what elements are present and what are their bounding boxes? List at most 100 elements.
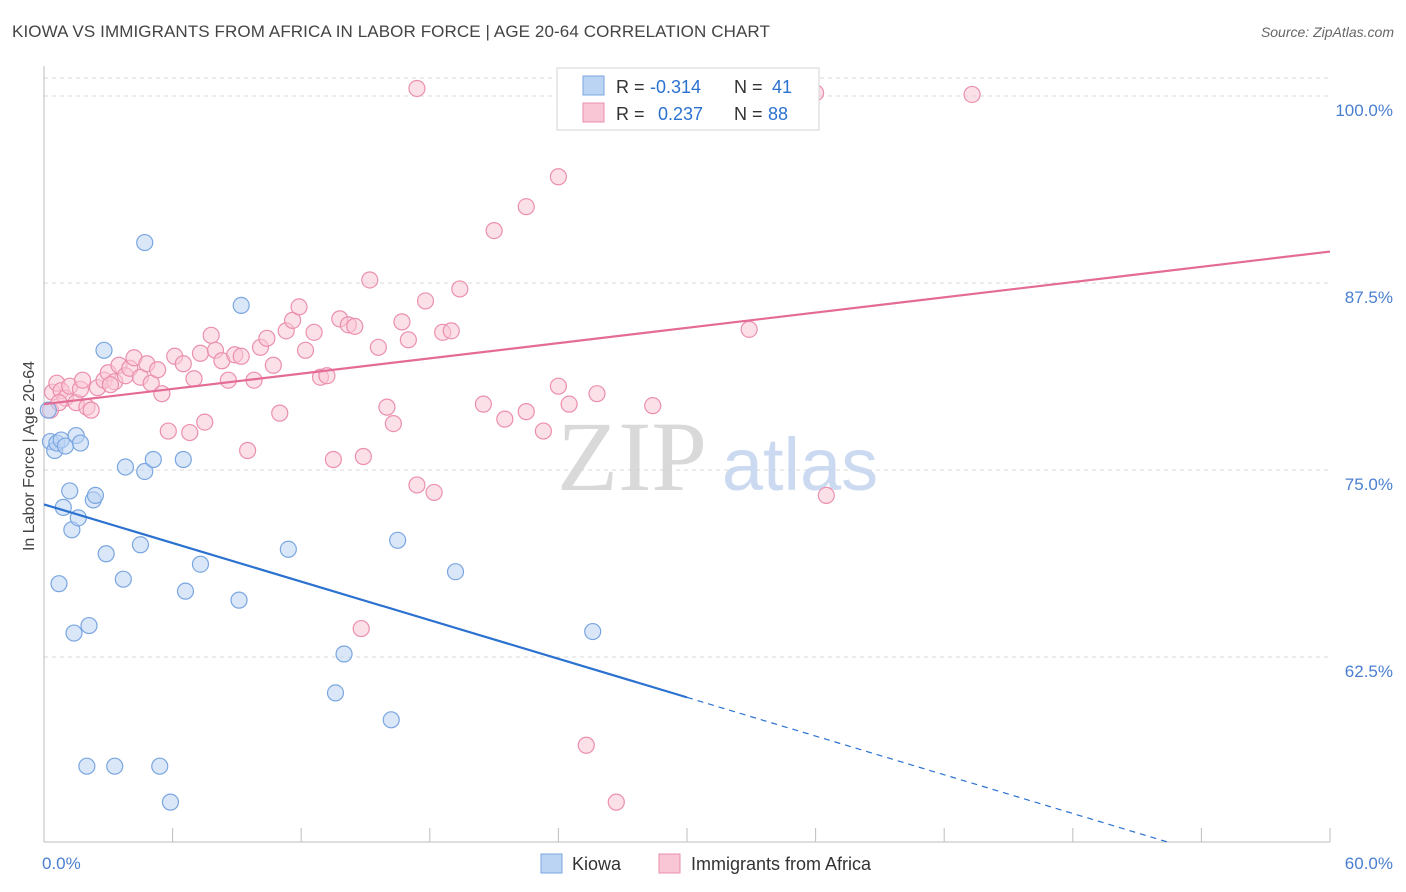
kiowa-point [161, 793, 180, 811]
stats-legend: R = -0.314 N = 41 R = 0.237 N = 88 [556, 67, 820, 131]
kiowa-point [136, 462, 154, 481]
kiowa-point [116, 458, 135, 476]
africa-point [740, 320, 758, 338]
kiowa-point [151, 757, 169, 775]
kiowa-trend-line [43, 503, 688, 699]
africa-n-label: N = [734, 104, 763, 124]
africa-point [264, 356, 282, 374]
kiowa-point [39, 401, 57, 419]
africa-point [485, 222, 503, 240]
africa-point [399, 331, 417, 349]
series-legend: Kiowa Immigrants from Africa [540, 853, 872, 874]
kiowa-point [97, 545, 115, 563]
zipatlas-watermark: ZIP atlas [557, 401, 878, 512]
kiowa-point [144, 450, 162, 469]
africa-point [354, 447, 372, 466]
kiowa-n-value: 41 [772, 77, 792, 97]
africa-point [258, 329, 276, 347]
kiowa-point [114, 570, 132, 588]
trend-lines [43, 250, 1331, 844]
kiowa-point [80, 616, 98, 635]
kiowa-point [86, 486, 105, 505]
kiowa-point [61, 482, 79, 500]
africa-n-value: 88 [768, 104, 788, 124]
kiowa-point [326, 684, 345, 702]
africa-point [181, 423, 199, 442]
africa-point [963, 85, 981, 104]
immigrants-from-africa-series [41, 79, 981, 811]
kiowa-point [95, 341, 113, 359]
kiowa-point [389, 531, 407, 549]
x-tick-label-min: 0.0% [42, 854, 81, 873]
africa-r-value: 0.237 [658, 104, 703, 124]
x-tick-label-max: 60.0% [1345, 854, 1393, 873]
africa-point [384, 414, 402, 433]
africa-bottom-label: Immigrants from Africa [691, 854, 872, 874]
kiowa-point [174, 450, 192, 469]
kiowa-r-value: -0.314 [650, 77, 701, 97]
africa-point [101, 376, 120, 394]
africa-point [549, 168, 568, 186]
kiowa-series [39, 233, 602, 811]
africa-point [408, 79, 426, 98]
kiowa-point [71, 434, 90, 452]
kiowa-bottom-swatch [540, 853, 563, 874]
africa-point [239, 441, 257, 460]
africa-point [588, 385, 606, 403]
africa-point [369, 338, 387, 356]
africa-point [416, 292, 435, 310]
y-tick-label: 87.5% [1345, 288, 1393, 307]
africa-point [148, 361, 167, 379]
kiowa-point [131, 536, 150, 554]
watermark-atlas: atlas [722, 423, 878, 506]
grid-layer [44, 77, 1330, 658]
africa-point [474, 395, 492, 413]
africa-point [442, 322, 460, 340]
kiowa-point [230, 591, 248, 609]
africa-point [517, 403, 535, 421]
africa-point [191, 344, 210, 362]
africa-point [219, 371, 237, 389]
africa-point [496, 410, 514, 428]
africa-point [271, 404, 289, 422]
africa-point [159, 422, 177, 440]
africa-point [185, 370, 203, 388]
africa-point [73, 371, 92, 389]
axes-layer: 62.5% 75.0% 87.5% 100.0% [43, 66, 1393, 843]
africa-point [290, 298, 308, 316]
kiowa-point [50, 575, 68, 593]
africa-point [549, 377, 568, 395]
africa-point [534, 422, 552, 440]
africa-point [346, 317, 364, 335]
kiowa-r-label: R = [616, 77, 645, 97]
africa-point [393, 313, 411, 331]
africa-point [577, 736, 595, 754]
africa-point [607, 793, 625, 811]
kiowa-bottom-label: Kiowa [572, 854, 622, 874]
africa-point [425, 483, 443, 502]
y-tick-label: 62.5% [1345, 662, 1393, 681]
africa-r-label: R = [616, 104, 645, 124]
kiowa-point [279, 540, 297, 558]
africa-point [202, 326, 220, 344]
africa-point [196, 413, 214, 431]
africa-point [174, 355, 192, 373]
africa-point [232, 347, 250, 365]
kiowa-point [232, 296, 250, 315]
africa-point [408, 476, 426, 494]
africa-point [560, 395, 578, 413]
africa-point [451, 280, 469, 298]
source-credit: Source: ZipAtlas.com [1260, 24, 1394, 40]
y-tick-label: 100.0% [1335, 101, 1393, 120]
kiowa-point [382, 711, 400, 729]
africa-trend-line [43, 250, 1331, 406]
africa-point [352, 619, 370, 638]
africa-point [817, 486, 835, 505]
kiowa-point [78, 757, 96, 775]
africa-point [153, 385, 171, 403]
africa-point [361, 271, 379, 289]
watermark-zip: ZIP [557, 401, 707, 512]
africa-point [324, 450, 342, 469]
kiowa-point [335, 645, 353, 663]
